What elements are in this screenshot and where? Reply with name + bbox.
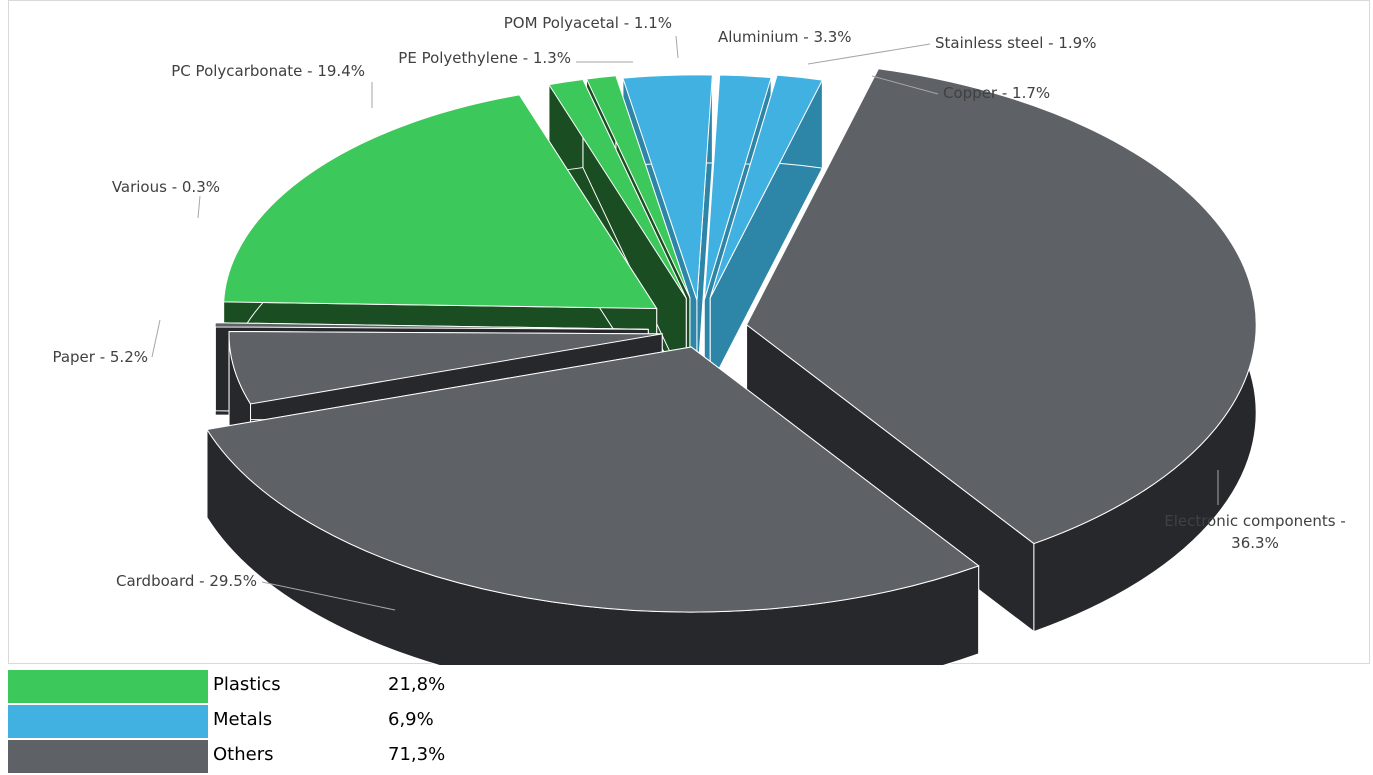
slice-label-stainless-steel: Stainless steel - 1.9% <box>935 34 1096 52</box>
legend-row-metals: Metals 6,9% <box>8 704 608 739</box>
slice-label-pom-polyacetal: POM Polyacetal - 1.1% <box>504 14 672 32</box>
pie-chart: Electronic components -36.3% Cardboard - … <box>52 14 1346 665</box>
legend-swatch <box>8 705 208 738</box>
slice-label-aluminium: Aluminium - 3.3% <box>718 28 852 46</box>
slice-label-copper: Copper - 1.7% <box>943 84 1050 102</box>
leader-line <box>197 195 201 219</box>
leader-line <box>675 35 679 59</box>
legend-swatch <box>8 670 208 703</box>
legend-name: Metals <box>213 709 273 730</box>
legend-row-others: Others 71,3% <box>8 739 608 774</box>
legend-value: 71,3% <box>388 744 446 765</box>
leader-line <box>871 75 939 95</box>
legend-value: 21,8% <box>388 674 446 695</box>
slice-label-pe-polyethylene: PE Polyethylene - 1.3% <box>398 49 571 67</box>
legend-name: Plastics <box>213 674 281 695</box>
legend-name: Others <box>213 744 274 765</box>
slice-label-various: Various - 0.3% <box>112 178 220 196</box>
pie-slice-cardboard <box>206 346 980 665</box>
slice-label-cardboard: Cardboard - 29.5% <box>116 572 257 590</box>
slice-label-paper: Paper - 5.2% <box>52 348 148 366</box>
leader-line <box>261 581 396 611</box>
leader-line <box>151 319 161 358</box>
legend-swatch <box>8 740 208 773</box>
leader-line <box>807 43 931 65</box>
legend: Plastics 21,8% Metals 6,9% Others 71,3% <box>8 669 608 774</box>
legend-row-plastics: Plastics 21,8% <box>8 669 608 704</box>
slice-label-pc-polycarbonate: PC Polycarbonate - 19.4% <box>171 62 365 80</box>
legend-value: 6,9% <box>388 709 434 730</box>
slice-label-electronic-components: Electronic components -36.3% <box>1164 512 1346 552</box>
pie-slice-copper <box>709 74 824 386</box>
